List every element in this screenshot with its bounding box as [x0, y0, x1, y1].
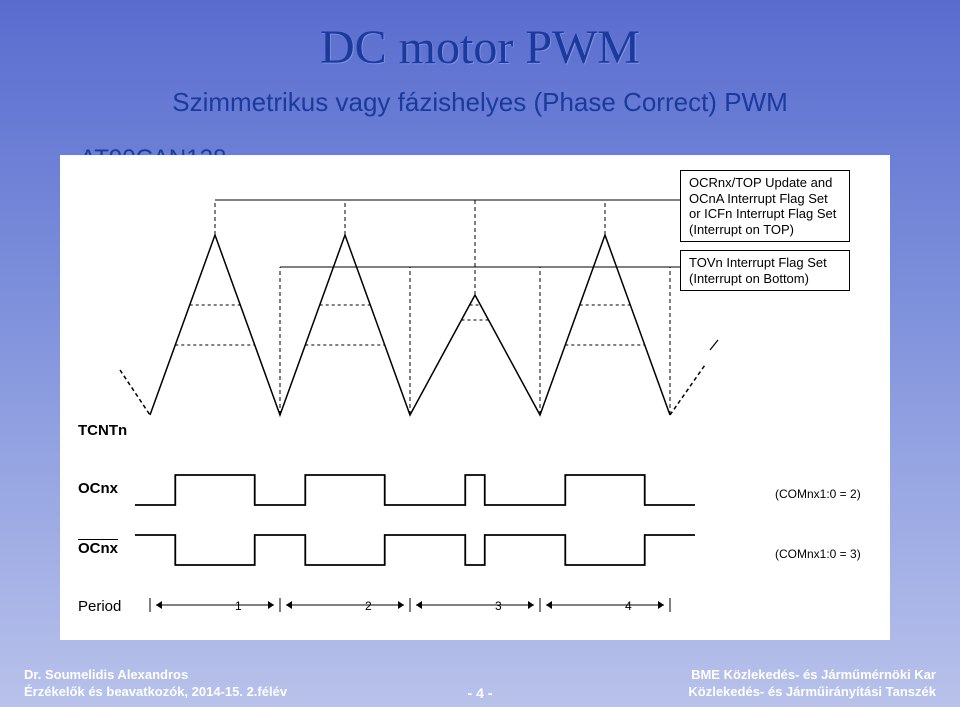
timing-diagram: OCRnx/TOP Update and OCnA Interrupt Flag… [60, 155, 890, 640]
footer-page: - 4 - [468, 685, 493, 701]
period-num-4: 4 [625, 599, 632, 613]
page-title: DC motor PWM [0, 0, 960, 75]
footer-dept: Közlekedés- és Járműirányítási Tanszék [688, 684, 936, 699]
period-num-3: 3 [495, 599, 502, 613]
page-subtitle: Szimmetrikus vagy fázishelyes (Phase Cor… [0, 87, 960, 118]
mode-inv: (COMnx1:0 = 3) [775, 547, 861, 561]
footer-left: Dr. Soumelidis Alexandros Érzékelők és b… [24, 666, 287, 701]
label-tcntn: TCNTn [78, 422, 127, 439]
callout-top: OCRnx/TOP Update and OCnA Interrupt Flag… [680, 170, 850, 242]
footer-faculty: BME Közlekedés- és Járműmérnöki Kar [691, 667, 936, 682]
period-num-1: 1 [235, 599, 242, 613]
period-num-2: 2 [365, 599, 372, 613]
label-ocnx: OCnx [78, 480, 118, 497]
label-ocnx-inv: OCnx [78, 540, 118, 557]
callout-bottom: TOVn Interrupt Flag Set (Interrupt on Bo… [680, 250, 850, 291]
footer-course: Érzékelők és beavatkozók, 2014-15. 2.fél… [24, 684, 287, 699]
footer-author: Dr. Soumelidis Alexandros [24, 667, 188, 682]
mode-noninv: (COMnx1:0 = 2) [775, 487, 861, 501]
footer-right: BME Közlekedés- és Járműmérnöki Kar Közl… [688, 666, 936, 701]
label-period: Period [78, 598, 121, 615]
